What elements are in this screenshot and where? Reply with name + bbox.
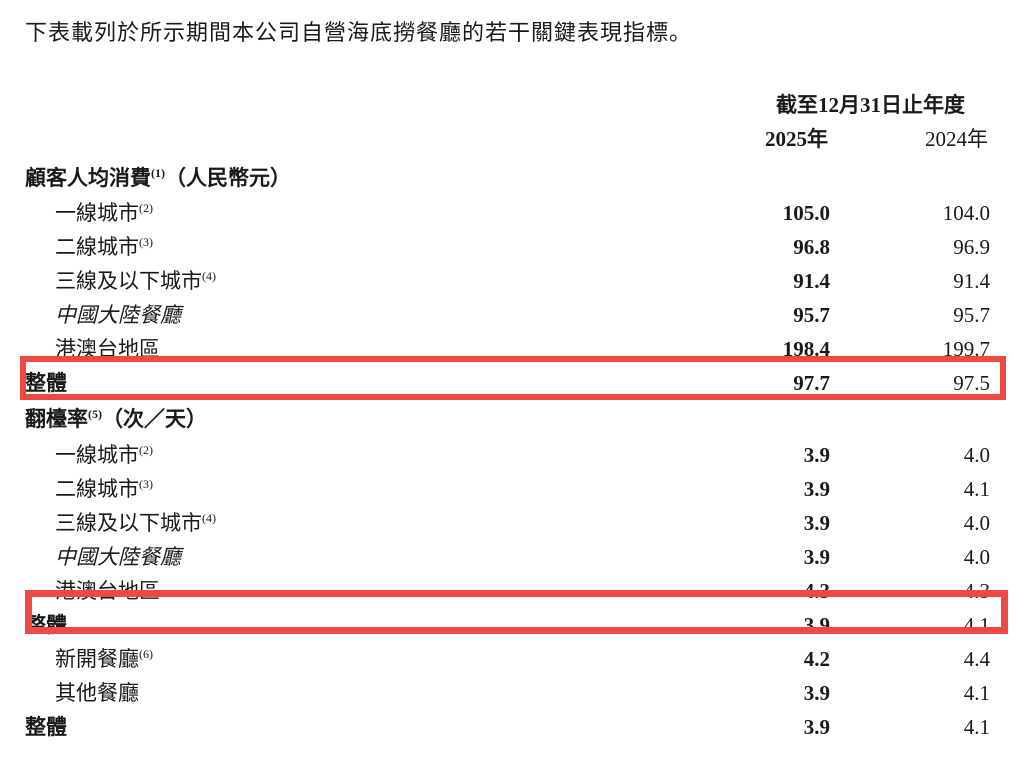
value-2025: 95.7 [793,303,830,327]
table-row-tier3-turnover: 三線及以下城市(4) 3.9 4.0 [0,506,1024,540]
table-row-other-restaurants-turnover: 其他餐廳 3.9 4.1 [0,676,1024,710]
value-2024: 4.1 [963,681,990,705]
footnote-marker: (4) [202,269,216,283]
table-row-tier3-spending: 三線及以下城市(4) 91.4 91.4 [0,264,1024,298]
value-2025: 105.0 [782,201,830,225]
table-row-tier1-turnover: 一線城市(2) 3.9 4.0 [0,438,1024,472]
value-2025: 96.8 [793,235,830,259]
section-title-label: 顧客人均消費(1)（人民幣元） [25,166,291,190]
table-row-tier2-spending: 二線城市(3) 96.8 96.9 [0,230,1024,264]
value-2025: 91.4 [793,269,830,293]
value-2024: 91.4 [953,269,990,293]
table-row-hkmotw-turnover: 港澳台地區 4.3 4.3 [0,574,1024,608]
footnote-marker: (4) [202,511,216,525]
value-2025: 3.9 [803,715,830,739]
value-2025: 3.9 [803,443,830,467]
value-2025: 198.4 [782,337,830,361]
value-2024: 199.7 [942,337,990,361]
value-2024: 4.1 [963,613,990,637]
value-2025: 3.9 [803,545,830,569]
value-2024: 97.5 [953,371,990,395]
footnote-marker: (3) [139,235,153,249]
footnote-marker: (2) [139,443,153,457]
value-2024: 4.3 [963,579,990,603]
section-title-table-turnover: 翻檯率(5)（次／天） [0,400,1024,438]
footnote-marker: (5) [88,407,102,421]
table-row-tier2-turnover: 二線城市(3) 3.9 4.1 [0,472,1024,506]
footnote-marker: (1) [151,166,165,180]
value-2024: 4.0 [963,545,990,569]
table-row-overall-turnover: 整體 3.9 4.1 [0,608,1024,642]
table-row-tier1-spending: 一線城市(2) 105.0 104.0 [0,196,1024,230]
value-2024: 95.7 [953,303,990,327]
value-2025: 3.9 [803,681,830,705]
section-title-spending-per-guest: 顧客人均消費(1)（人民幣元） [0,163,1024,196]
table-row-overall-total-turnover: 整體 3.9 4.1 [0,710,1024,744]
value-2024: 4.0 [963,443,990,467]
intro-paragraph: 下表載列於所示期間本公司自營海底撈餐廳的若干關鍵表現指標。 [25,20,693,45]
value-2025: 3.9 [803,477,830,501]
footnote-marker: (3) [139,477,153,491]
footnote-marker: (2) [139,201,153,215]
value-2024: 4.1 [963,477,990,501]
value-2024: 4.0 [963,511,990,535]
value-2024: 104.0 [942,201,990,225]
value-2025: 4.2 [803,647,830,671]
table-row-new-restaurants-turnover: 新開餐廳(6) 4.2 4.4 [0,642,1024,676]
footnote-marker: (6) [139,647,153,661]
column-header-2024: 2024年 [925,127,988,151]
table-row-hkmotw-spending: 港澳台地區 198.4 199.7 [0,332,1024,366]
table-row-mainland-spending: 中國大陸餐廳 95.7 95.7 [0,298,1024,332]
value-2025: 3.9 [803,613,830,637]
value-2025: 4.3 [803,579,830,603]
table-period-header: 截至12月31日止年度 [776,93,965,117]
table-row-mainland-turnover: 中國大陸餐廳 3.9 4.0 [0,540,1024,574]
kpi-table: 顧客人均消費(1)（人民幣元） 一線城市(2) 105.0 104.0 二線城市… [0,163,1024,744]
column-header-2025: 2025年 [765,127,828,151]
value-2024: 4.1 [963,715,990,739]
table-row-overall-spending: 整體 97.7 97.5 [0,366,1024,400]
value-2024: 96.9 [953,235,990,259]
section-title-label: 翻檯率(5)（次／天） [25,407,207,431]
value-2025: 3.9 [803,511,830,535]
value-2024: 4.4 [963,647,990,671]
value-2025: 97.7 [793,371,830,395]
